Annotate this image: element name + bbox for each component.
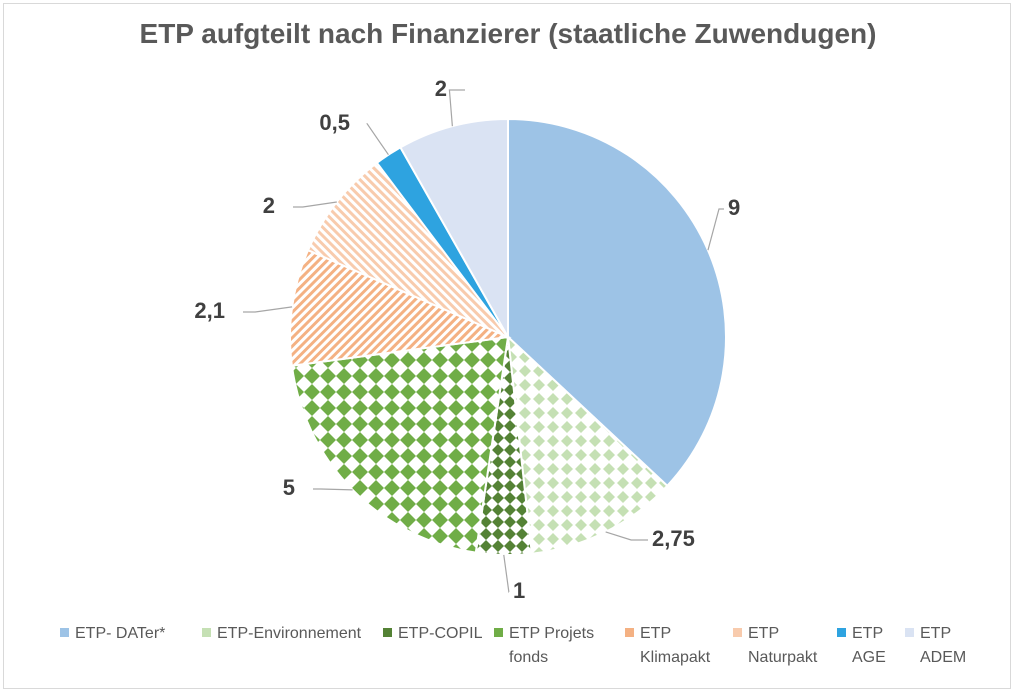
data-label: 0,5 [319, 110, 350, 135]
legend-label: ETP Naturpakt [748, 625, 818, 666]
legend-swatch [494, 628, 503, 637]
legend-label: ETP Klimapakt [640, 625, 711, 666]
chart-title: ETP aufgteilt nach Finanzierer (staatlic… [139, 18, 877, 49]
legend-swatch [905, 628, 914, 637]
legend-swatch [625, 628, 634, 637]
legend-swatch [202, 628, 211, 637]
leader-line [448, 89, 465, 127]
leader-line [293, 201, 337, 208]
leader-line [707, 208, 724, 251]
legend-label: ETP- DATer* [75, 625, 166, 642]
data-label: 2,75 [652, 526, 695, 551]
legend-label: ETP ADEM [920, 625, 967, 666]
leader-line [503, 554, 510, 593]
data-label: 2 [263, 193, 275, 218]
data-label: 2,1 [194, 298, 225, 323]
leader-line [366, 123, 389, 156]
legend-swatch [60, 628, 69, 637]
pie-slice [306, 161, 512, 340]
pie-slice [506, 334, 669, 555]
data-label: 5 [283, 475, 295, 500]
data-label: 1 [513, 578, 525, 603]
data-label: 9 [728, 195, 740, 220]
legend-swatch [733, 628, 742, 637]
pie-slice [290, 335, 510, 554]
legend-label: ETP Projets fonds [509, 625, 595, 666]
leader-line [243, 306, 293, 313]
leader-line [605, 531, 648, 541]
legend-swatch [837, 628, 846, 637]
legend-swatch [383, 628, 392, 637]
leader-line [313, 488, 353, 491]
legend-label: ETP-Environnement [217, 625, 362, 642]
legend-label: ETP-COPIL [398, 625, 483, 642]
legend-label: ETP AGE [852, 625, 886, 666]
data-label: 2 [435, 76, 447, 101]
